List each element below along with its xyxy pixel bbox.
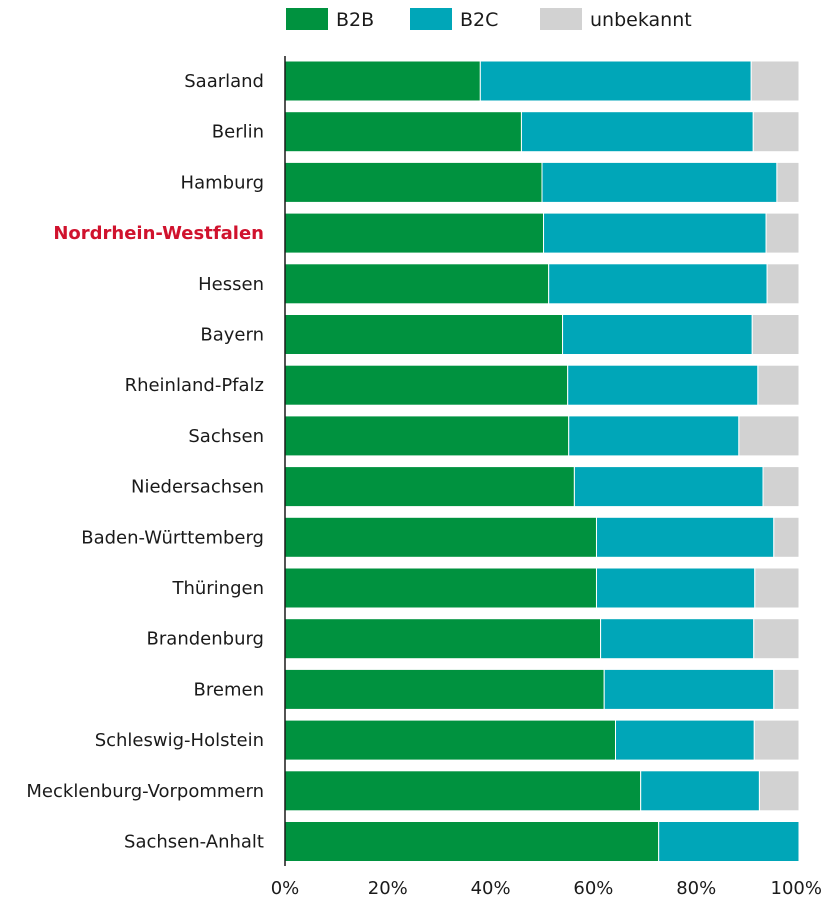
x-tick-labels: 0% 20% 40% 60% 80% 100% — [271, 878, 822, 899]
bar-segment-unbekannt-5 — [751, 314, 800, 355]
bar-segment-unbekannt-1 — [752, 111, 800, 153]
bar-segment-b2c-3 — [543, 212, 767, 254]
x-tick-label: 80% — [676, 878, 716, 899]
legend-label-b2b: B2B — [336, 9, 374, 31]
bar-segment-b2b-6 — [284, 364, 569, 406]
legend-swatch-unbekannt — [540, 8, 582, 30]
category-label: Mecklenburg-Vorpommern — [26, 781, 264, 802]
bar-segment-unbekannt-8 — [762, 466, 800, 508]
x-tick-label: 20% — [368, 878, 408, 899]
bar-segment-b2b-10 — [284, 567, 597, 609]
bar-segment-b2c-5 — [562, 314, 753, 355]
bar-segment-unbekannt-10 — [754, 567, 800, 609]
bar-segment-b2b-11 — [284, 618, 602, 660]
bar-segment-b2c-14 — [640, 770, 760, 812]
category-label: Rheinland-Pfalz — [125, 375, 264, 396]
bar-segment-b2b-14 — [284, 770, 642, 812]
bar-segment-b2c-12 — [603, 668, 775, 710]
bar-segment-b2c-13 — [615, 719, 755, 761]
bar-segment-b2b-7 — [284, 415, 570, 457]
bar-segment-unbekannt-3 — [765, 212, 800, 254]
category-label: Bremen — [194, 679, 264, 700]
legend-label-unbekannt: unbekannt — [590, 9, 692, 31]
bar-segment-b2c-7 — [568, 415, 740, 457]
legend: B2B B2C unbekannt — [286, 8, 692, 31]
category-label: Bayern — [200, 325, 264, 346]
category-label: Niedersachsen — [131, 477, 264, 498]
bar-segment-b2b-3 — [284, 212, 545, 254]
x-tick-label: 60% — [573, 878, 613, 899]
bar-segment-unbekannt-9 — [773, 516, 800, 558]
bar-segment-b2b-1 — [284, 111, 522, 153]
bar-segment-b2c-1 — [520, 111, 754, 153]
category-label: Nordrhein-Westfalen — [53, 223, 264, 244]
bar-segment-b2b-15 — [284, 821, 660, 862]
bar-segment-b2b-5 — [284, 314, 564, 355]
category-label: Sachsen-Anhalt — [124, 832, 264, 853]
category-label: Saarland — [184, 71, 264, 92]
category-label: Berlin — [212, 122, 264, 143]
bar-segment-unbekannt-12 — [773, 668, 800, 710]
bar-segment-b2c-4 — [548, 263, 768, 305]
legend-label-b2c: B2C — [460, 9, 498, 31]
bar-segment-unbekannt-11 — [753, 618, 800, 660]
x-tick-label: 0% — [271, 878, 300, 899]
bar-segment-unbekannt-7 — [738, 415, 800, 457]
bar-segment-b2c-6 — [567, 364, 759, 406]
bar-segment-b2b-13 — [284, 719, 616, 761]
legend-swatch-b2c — [410, 8, 452, 30]
category-label: Schleswig-Holstein — [95, 730, 264, 751]
bar-segment-unbekannt-13 — [753, 719, 800, 761]
bar-segment-b2b-2 — [284, 161, 543, 203]
bar-segment-b2b-4 — [284, 263, 550, 305]
bar-segment-unbekannt-0 — [750, 60, 800, 102]
bar-segment-b2c-8 — [573, 466, 764, 508]
bars — [284, 60, 800, 862]
category-label: Sachsen — [188, 426, 264, 447]
category-label: Baden-Württemberg — [81, 527, 264, 548]
bar-segment-b2b-9 — [284, 516, 597, 558]
bar-segment-b2c-10 — [595, 567, 756, 609]
bar-segment-unbekannt-6 — [757, 364, 800, 406]
bar-segment-b2c-15 — [658, 821, 800, 862]
category-labels: Saarland Berlin Hamburg Nordrhein-Westfalen… — [26, 71, 264, 853]
bar-segment-b2b-12 — [284, 668, 605, 710]
x-tick-label: 100% — [771, 878, 822, 899]
category-label: Hessen — [198, 274, 264, 295]
bar-segment-b2b-0 — [284, 60, 481, 102]
x-tick-label: 40% — [471, 878, 511, 899]
bar-segment-b2c-2 — [541, 161, 778, 203]
bar-segment-b2b-8 — [284, 466, 575, 508]
legend-swatch-b2b — [286, 8, 328, 30]
category-label: Hamburg — [181, 172, 264, 193]
bar-segment-unbekannt-2 — [776, 161, 800, 203]
category-label: Thüringen — [171, 578, 264, 599]
bar-segment-b2c-9 — [595, 516, 775, 558]
bar-segment-b2c-11 — [600, 618, 755, 660]
bar-segment-unbekannt-4 — [766, 263, 800, 305]
bar-segment-unbekannt-14 — [758, 770, 800, 812]
category-label: Brandenburg — [147, 629, 264, 650]
bar-segment-b2c-0 — [479, 60, 752, 102]
